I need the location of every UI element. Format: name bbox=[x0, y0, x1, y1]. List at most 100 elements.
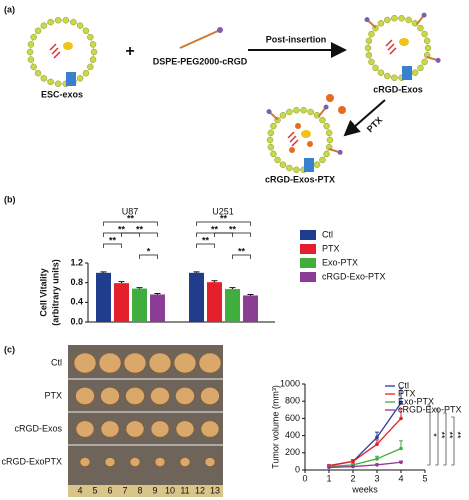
drug bbox=[307, 141, 313, 147]
lipid bbox=[368, 58, 375, 66]
significance-label: ** bbox=[437, 431, 447, 439]
tumor bbox=[148, 352, 172, 374]
significance-bracket bbox=[121, 232, 158, 237]
significance-bracket bbox=[443, 412, 447, 466]
lipid bbox=[286, 108, 293, 116]
drug-icon bbox=[326, 94, 334, 102]
tumor bbox=[150, 387, 170, 405]
diagram-label: ESC-exos bbox=[41, 89, 83, 99]
lipid bbox=[307, 108, 314, 116]
significance-label: ** bbox=[127, 213, 135, 223]
lipid bbox=[267, 143, 275, 151]
point bbox=[399, 416, 403, 421]
point bbox=[399, 446, 403, 451]
y-tick-label: 800 bbox=[285, 396, 300, 406]
lipid bbox=[40, 75, 48, 82]
category-label: U87 bbox=[122, 206, 139, 216]
line bbox=[328, 417, 402, 467]
lipid bbox=[274, 156, 281, 164]
ruler-label: 7 bbox=[122, 485, 127, 495]
lipid bbox=[82, 69, 90, 77]
row-label: PTX bbox=[44, 390, 62, 400]
y-tick-label: 600 bbox=[285, 413, 300, 423]
lipid bbox=[421, 30, 428, 38]
x-tick-label: 0 bbox=[302, 473, 307, 483]
x-tick-label: 1 bbox=[326, 473, 331, 483]
lipid bbox=[54, 80, 62, 88]
tumor bbox=[204, 457, 216, 467]
diagram-label: Post-insertion bbox=[266, 34, 327, 44]
y-axis-label: Cell Vitality bbox=[38, 268, 48, 316]
error-bar bbox=[229, 287, 236, 290]
point bbox=[351, 464, 355, 469]
lipid bbox=[326, 136, 334, 144]
ruler-label: 6 bbox=[107, 485, 112, 495]
tumor bbox=[79, 457, 91, 467]
tumor bbox=[98, 352, 122, 374]
bar bbox=[96, 272, 111, 322]
lipid bbox=[323, 122, 330, 130]
tumor bbox=[75, 387, 95, 405]
tumor bbox=[150, 420, 170, 438]
lipid bbox=[421, 58, 428, 66]
ligand-head bbox=[323, 104, 329, 110]
drug bbox=[289, 147, 295, 153]
point bbox=[399, 401, 403, 405]
lipid bbox=[405, 16, 412, 24]
lipid bbox=[411, 69, 419, 76]
error-bar bbox=[154, 292, 161, 295]
lipid bbox=[47, 18, 54, 26]
ruler-label: 11 bbox=[180, 485, 189, 495]
significance-label: ** bbox=[202, 235, 210, 245]
ruler-label: 8 bbox=[137, 485, 142, 495]
significance-label: ** bbox=[109, 235, 117, 245]
error-bar bbox=[247, 293, 254, 296]
panel-label: (c) bbox=[4, 344, 15, 354]
y-tick-label: 400 bbox=[285, 430, 300, 440]
lipid bbox=[54, 16, 62, 24]
significance-label: ** bbox=[229, 224, 237, 234]
lipid bbox=[62, 16, 70, 24]
legend-label: Ctl bbox=[398, 380, 409, 390]
panel-label: (b) bbox=[4, 194, 16, 204]
tumor bbox=[129, 457, 141, 467]
lipid bbox=[47, 78, 54, 86]
y-axis-label: (arbitrary units) bbox=[50, 259, 60, 326]
row-label: cRGD-Exos bbox=[14, 423, 62, 433]
legend-label: Exo-PTX bbox=[398, 396, 434, 406]
ligand-icon bbox=[217, 27, 223, 33]
bar bbox=[132, 288, 147, 322]
tumor bbox=[125, 387, 145, 405]
row-label: cRGD-ExoPTX bbox=[1, 456, 62, 466]
ruler-label: 12 bbox=[195, 485, 205, 495]
lipid bbox=[364, 44, 372, 52]
significance-label: ** bbox=[118, 224, 126, 234]
point bbox=[375, 442, 379, 447]
y-tick-label: 200 bbox=[285, 447, 300, 457]
lipid bbox=[423, 37, 431, 45]
lipid bbox=[368, 30, 375, 38]
lipid bbox=[34, 27, 42, 35]
lipid bbox=[30, 63, 37, 71]
lipid bbox=[384, 72, 391, 80]
tumor bbox=[123, 352, 147, 374]
point bbox=[351, 459, 355, 464]
significance-bracket bbox=[435, 408, 439, 466]
bar bbox=[207, 282, 222, 322]
bar bbox=[189, 272, 204, 322]
significance-bracket bbox=[232, 254, 251, 259]
ligand-head bbox=[364, 17, 370, 23]
legend-swatch bbox=[300, 244, 316, 254]
lipid bbox=[87, 63, 94, 71]
lipid bbox=[267, 129, 275, 137]
cargo bbox=[385, 39, 397, 55]
significance-label: ** bbox=[453, 431, 463, 439]
protein bbox=[66, 72, 76, 86]
tumor bbox=[75, 420, 95, 438]
lipid bbox=[279, 112, 287, 119]
lipid bbox=[76, 22, 84, 29]
legend-label: Exo-PTX bbox=[322, 257, 358, 267]
y-tick-label: 1000 bbox=[280, 378, 300, 388]
error-bar bbox=[193, 271, 200, 273]
